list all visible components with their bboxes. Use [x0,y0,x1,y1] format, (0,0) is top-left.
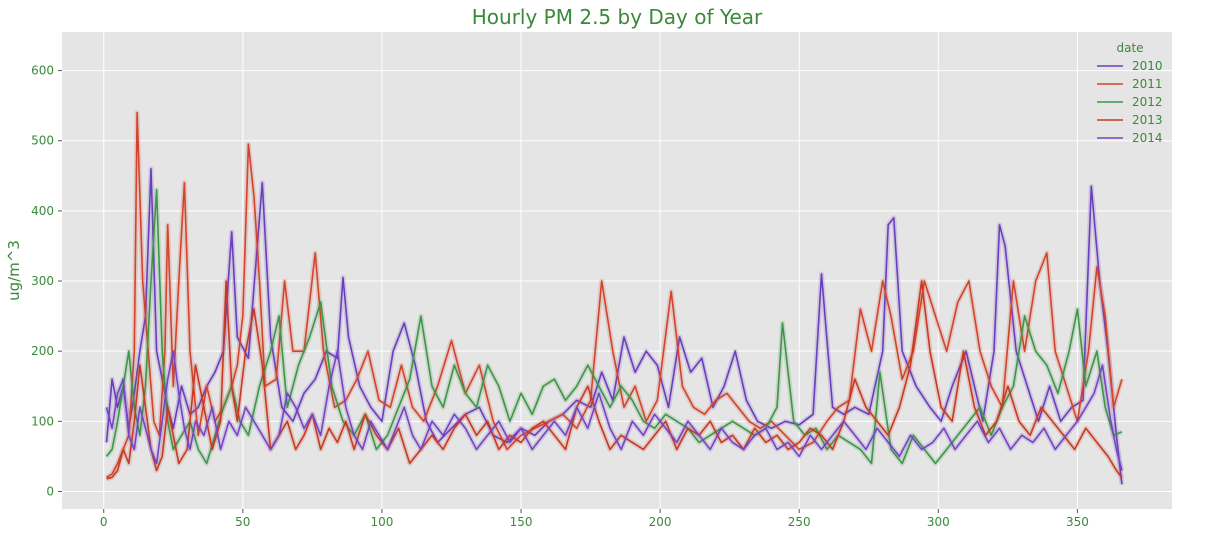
legend-label-2011: 2011 [1132,77,1163,91]
legend-label-2014: 2014 [1132,131,1163,145]
x-tick-label: 350 [1066,515,1089,529]
x-tick-label: 0 [100,515,108,529]
y-tick-label: 400 [31,204,54,218]
x-tick-label: 50 [235,515,250,529]
x-tick-label: 300 [927,515,950,529]
y-tick-label: 500 [31,134,54,148]
series-line-2011 [106,111,1123,479]
x-tick-label: 250 [788,515,811,529]
y-tick-label: 100 [31,414,54,428]
plot-area [62,32,1172,509]
y-axis-label: ug/m^3 [5,240,23,301]
x-tick-label: 150 [510,515,533,529]
series-lines [104,110,1125,485]
legend: date 2010 2011 2012 2013 2014 [1097,41,1163,145]
series-line-2012 [105,189,1123,465]
x-tick-label: 100 [370,515,393,529]
legend-label-2012: 2012 [1132,95,1163,109]
series-line-2014 [105,350,1123,471]
axis-ticks: 0 50 100 150 200 250 300 350 0 100 200 300 400 500 600 [31,64,1089,529]
legend-title: date [1116,41,1143,55]
legend-label-2010: 2010 [1132,59,1163,73]
y-tick-label: 0 [46,484,54,498]
chart-title: Hourly PM 2.5 by Day of Year [472,5,763,29]
legend-label-2013: 2013 [1132,113,1163,127]
y-tick-label: 200 [31,344,54,358]
x-tick-label: 200 [649,515,672,529]
y-tick-label: 300 [31,274,54,288]
y-tick-label: 600 [31,64,54,78]
series-line-2010 [105,168,1123,485]
grid [62,32,1172,509]
